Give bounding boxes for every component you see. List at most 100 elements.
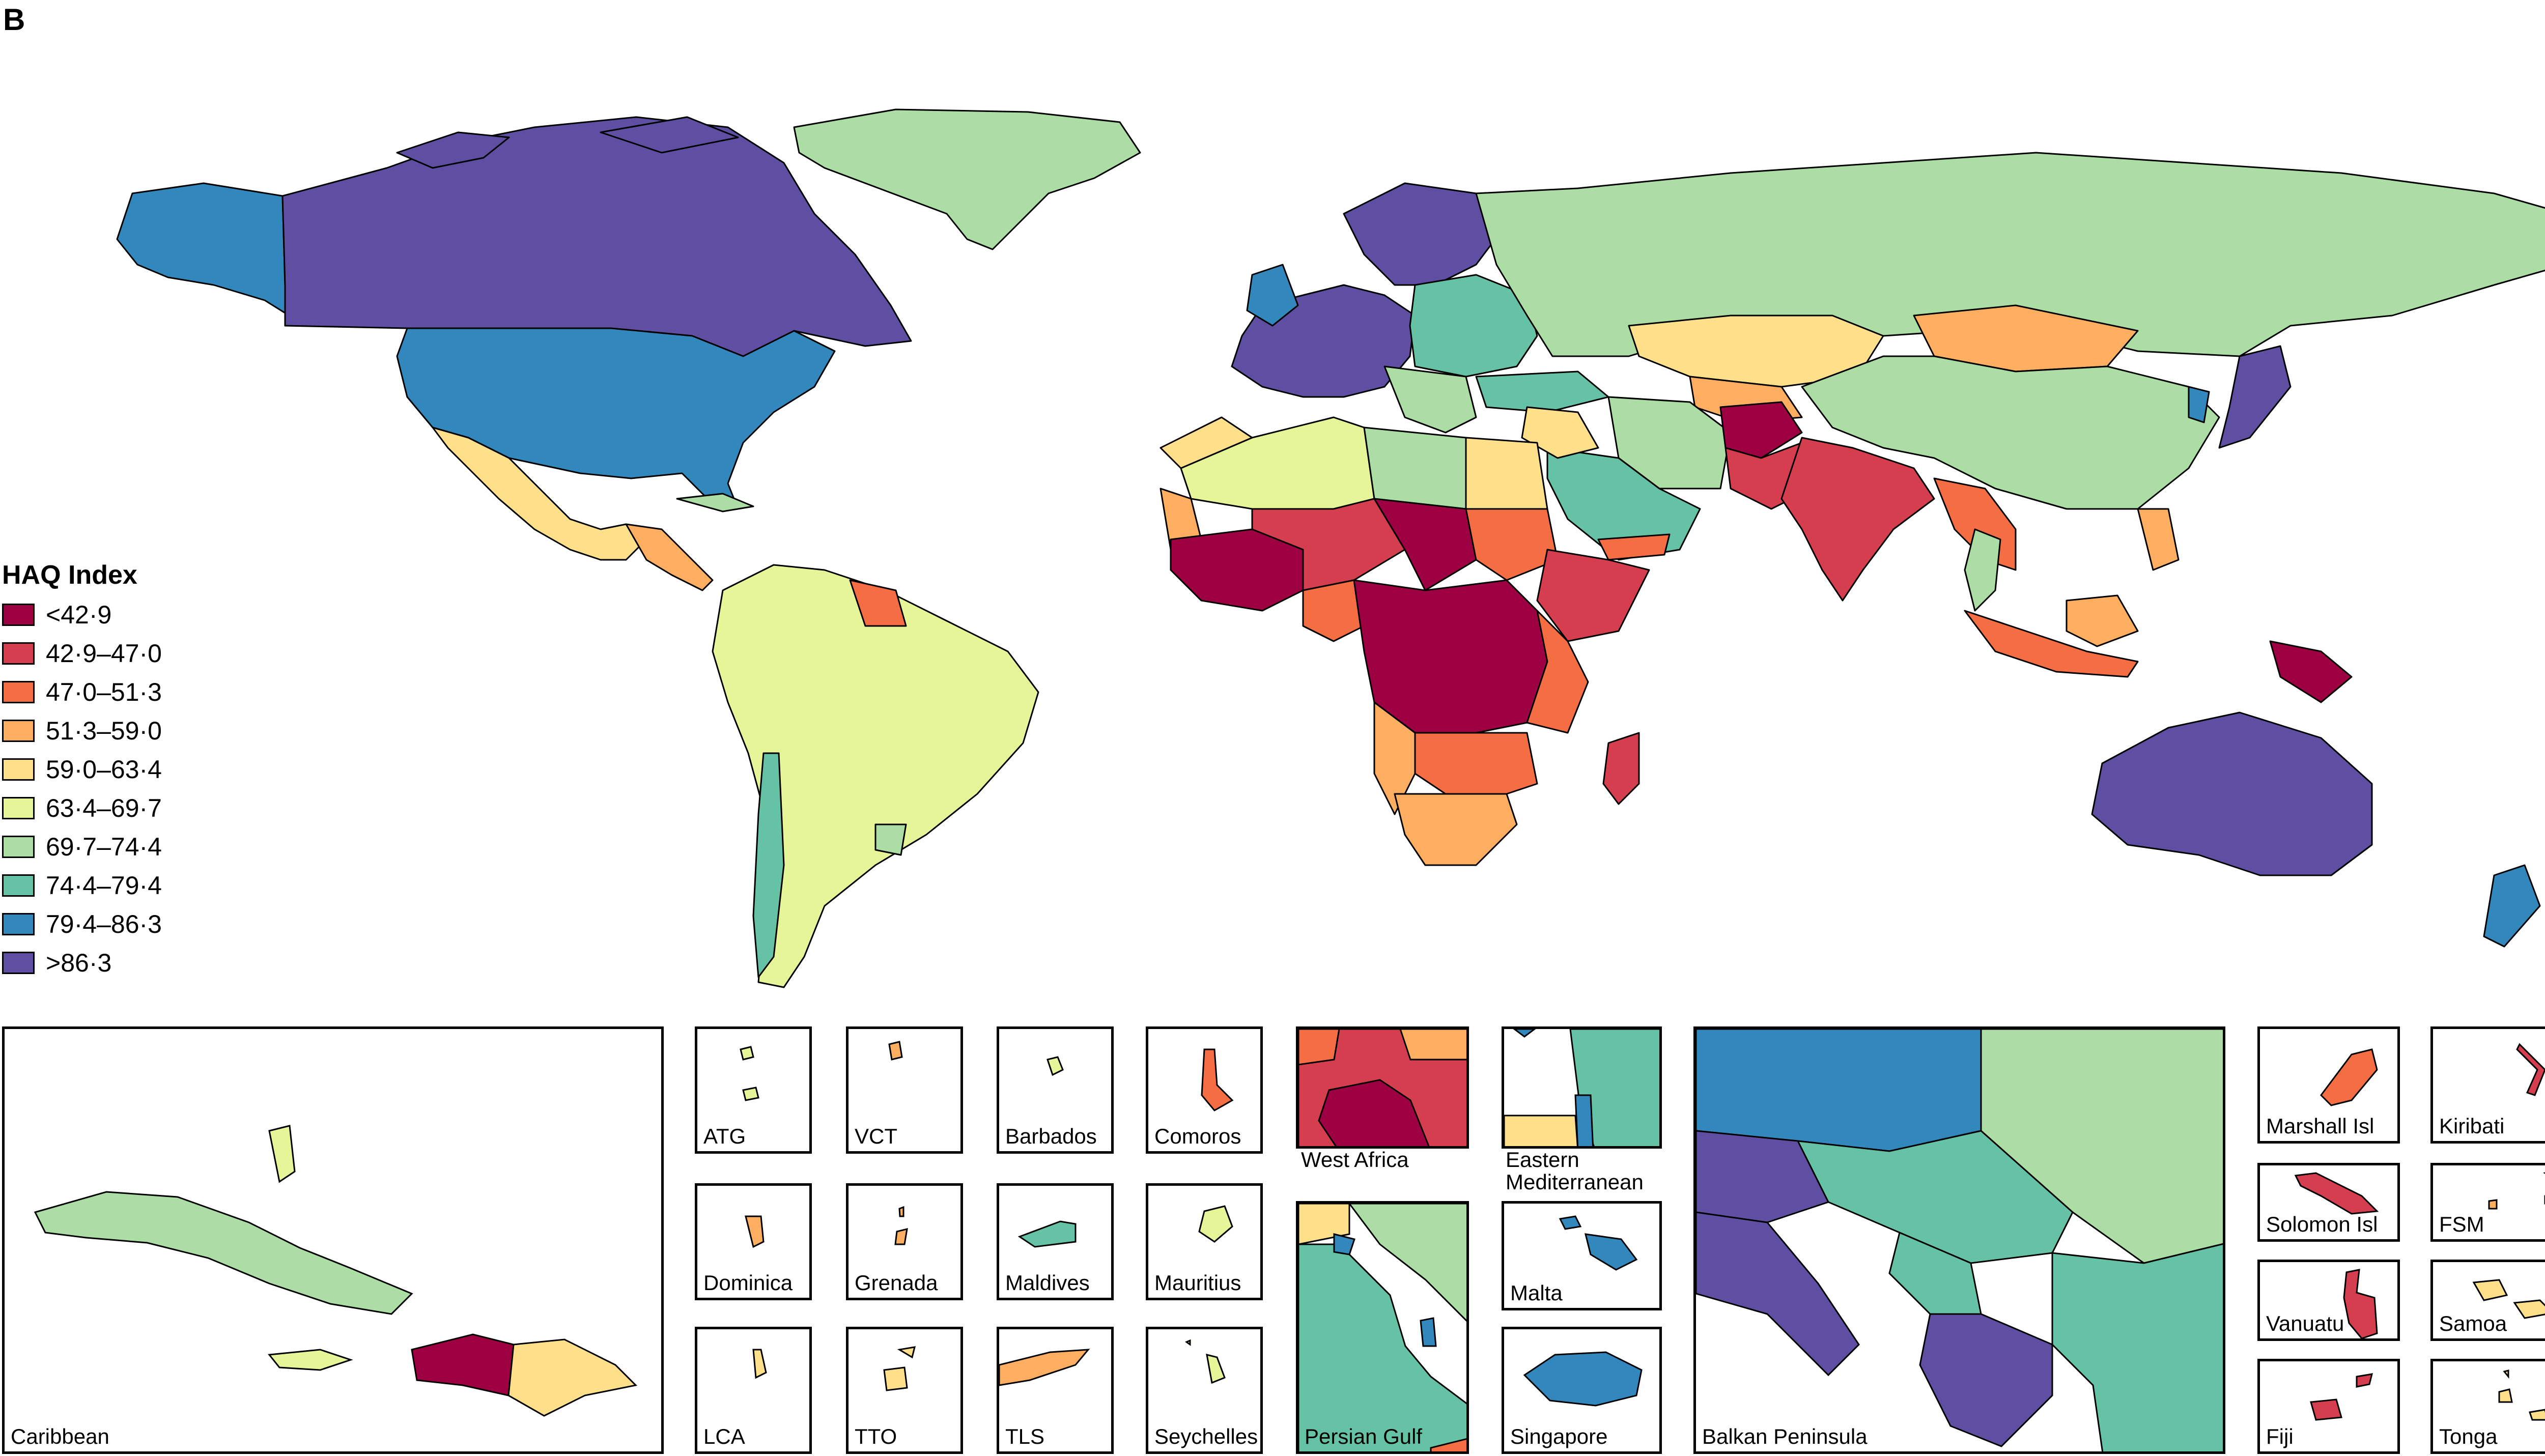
inset-label: Maldives bbox=[1005, 1271, 1090, 1295]
region-philippines bbox=[2137, 508, 2180, 571]
inset-malta-map bbox=[1559, 1215, 1638, 1271]
inset-label: Barbados bbox=[1005, 1124, 1097, 1148]
legend-swatch bbox=[2, 952, 35, 974]
map-legend: HAQ Index <42·9 42·9–47·0 47·0–51·3 51·3… bbox=[2, 560, 162, 982]
region-sudan bbox=[1465, 508, 1559, 581]
legend-label: 63·4–69·7 bbox=[46, 794, 162, 822]
legend-item: 69·7–74·4 bbox=[2, 827, 162, 866]
panel-letter: B bbox=[3, 3, 25, 37]
inset-eastern-med-map bbox=[1504, 1029, 1659, 1146]
region-australia bbox=[2091, 711, 2373, 876]
inset-label: Seychelles bbox=[1154, 1424, 1258, 1448]
inset-fiji-map bbox=[2310, 1373, 2373, 1421]
inset-balkan: Balkan Peninsula bbox=[1693, 1026, 2225, 1454]
legend-label: 79·4–86·3 bbox=[46, 910, 162, 938]
legend-swatch bbox=[2, 642, 35, 665]
legend-item: 47·0–51·3 bbox=[2, 673, 162, 711]
inset-label: Dominica bbox=[703, 1271, 793, 1295]
inset-label: Malta bbox=[1510, 1281, 1563, 1305]
inset-label: Solomon Isl bbox=[2266, 1212, 2378, 1236]
region-central-america bbox=[625, 523, 714, 591]
region-cuba bbox=[34, 1191, 413, 1315]
inset-tonga: Tonga bbox=[2430, 1359, 2545, 1454]
legend-swatch bbox=[2, 874, 35, 897]
inset-fiji: Fiji bbox=[2257, 1359, 2400, 1454]
region-afghanistan bbox=[1719, 401, 1803, 459]
region-arabia bbox=[1546, 447, 1701, 561]
region-scandinavia bbox=[1343, 182, 1508, 286]
region-greenland bbox=[793, 108, 1141, 250]
region-mexico bbox=[432, 426, 647, 561]
inset-mauritius-map bbox=[1198, 1205, 1233, 1243]
inset-label: Singapore bbox=[1510, 1424, 1608, 1448]
inset-marshall-map bbox=[2320, 1048, 2378, 1106]
legend-item: >86·3 bbox=[2, 944, 162, 982]
inset-lca-map bbox=[752, 1349, 767, 1379]
inset-label: Tonga bbox=[2439, 1424, 2498, 1448]
region-turkey bbox=[1475, 370, 1609, 413]
legend-swatch bbox=[2, 913, 35, 935]
legend-item: 74·4–79·4 bbox=[2, 866, 162, 905]
legend-swatch bbox=[2, 720, 35, 742]
region-russia bbox=[1475, 152, 2545, 357]
legend-swatch bbox=[2, 604, 35, 626]
legend-title: HAQ Index bbox=[2, 560, 137, 590]
inset-persian-gulf-map bbox=[1298, 1204, 1466, 1451]
inset-samoa-map bbox=[2472, 1279, 2545, 1319]
region-iraq-levant bbox=[1521, 406, 1599, 459]
legend-item: 79·4–86·3 bbox=[2, 905, 162, 944]
inset-vanuatu: Vanuatu bbox=[2257, 1260, 2400, 1341]
legend-label: 74·4–79·4 bbox=[46, 871, 162, 900]
region-chile bbox=[752, 752, 785, 978]
inset-label: West Africa bbox=[1301, 1148, 1409, 1172]
region-india bbox=[1780, 437, 1935, 602]
inset-barbados: Barbados bbox=[997, 1026, 1114, 1154]
region-uruguay bbox=[874, 823, 907, 856]
inset-vct-map bbox=[888, 1041, 903, 1061]
inset-label: Fiji bbox=[2266, 1424, 2294, 1448]
inset-fsm: FSM bbox=[2430, 1163, 2545, 1242]
region-horn-africa bbox=[1536, 549, 1650, 642]
region-china bbox=[1801, 355, 2220, 510]
region-bahamas bbox=[268, 1125, 296, 1183]
inset-label: Caribbean bbox=[11, 1424, 109, 1448]
inset-solomon: Solomon Isl bbox=[2257, 1163, 2400, 1242]
region-balkans bbox=[1383, 365, 1477, 434]
region-korea bbox=[2188, 386, 2210, 423]
inset-barbados-map bbox=[1047, 1056, 1064, 1076]
inset-west-africa-map bbox=[1298, 1029, 1466, 1146]
region-uk bbox=[1246, 264, 1299, 327]
inset-label: Balkan Peninsula bbox=[1702, 1424, 1868, 1448]
region-chad-niger bbox=[1373, 498, 1477, 591]
inset-tto-map bbox=[883, 1346, 916, 1391]
inset-maldives: Maldives bbox=[997, 1183, 1114, 1300]
inset-label: Vanuatu bbox=[2266, 1311, 2344, 1335]
inset-tto: TTO bbox=[846, 1327, 963, 1454]
inset-label: Persian Gulf bbox=[1305, 1424, 1423, 1448]
region-indonesia bbox=[1964, 610, 2139, 678]
legend-item: 51·3–59·0 bbox=[2, 711, 162, 750]
inset-mauritius: Mauritius bbox=[1146, 1183, 1263, 1300]
region-canada-islands bbox=[396, 116, 739, 169]
inset-label: FSM bbox=[2439, 1212, 2484, 1236]
inset-comoros: Comoros bbox=[1146, 1026, 1263, 1154]
inset-tls: TLS bbox=[997, 1327, 1114, 1454]
inset-label: Eastern Mediterranean bbox=[1506, 1148, 1644, 1194]
legend-label: 42·9–47·0 bbox=[46, 639, 162, 668]
inset-label: Mauritius bbox=[1154, 1271, 1241, 1295]
legend-swatch bbox=[2, 758, 35, 781]
inset-tls-map bbox=[999, 1349, 1090, 1386]
legend-label: 47·0–51·3 bbox=[46, 678, 162, 706]
region-east-africa bbox=[1526, 610, 1589, 734]
legend-item: 59·0–63·4 bbox=[2, 750, 162, 789]
region-new-zealand bbox=[2483, 864, 2541, 948]
region-dominican-republic bbox=[507, 1338, 638, 1417]
region-south-america bbox=[712, 564, 1039, 988]
region-madagascar bbox=[1602, 732, 1640, 805]
inset-samoa: Samoa bbox=[2430, 1260, 2545, 1341]
legend-item: 42·9–47·0 bbox=[2, 634, 162, 673]
region-libya bbox=[1363, 426, 1467, 510]
inset-vct: VCT bbox=[846, 1026, 963, 1154]
region-japan bbox=[2218, 345, 2292, 449]
region-usa bbox=[396, 327, 836, 510]
